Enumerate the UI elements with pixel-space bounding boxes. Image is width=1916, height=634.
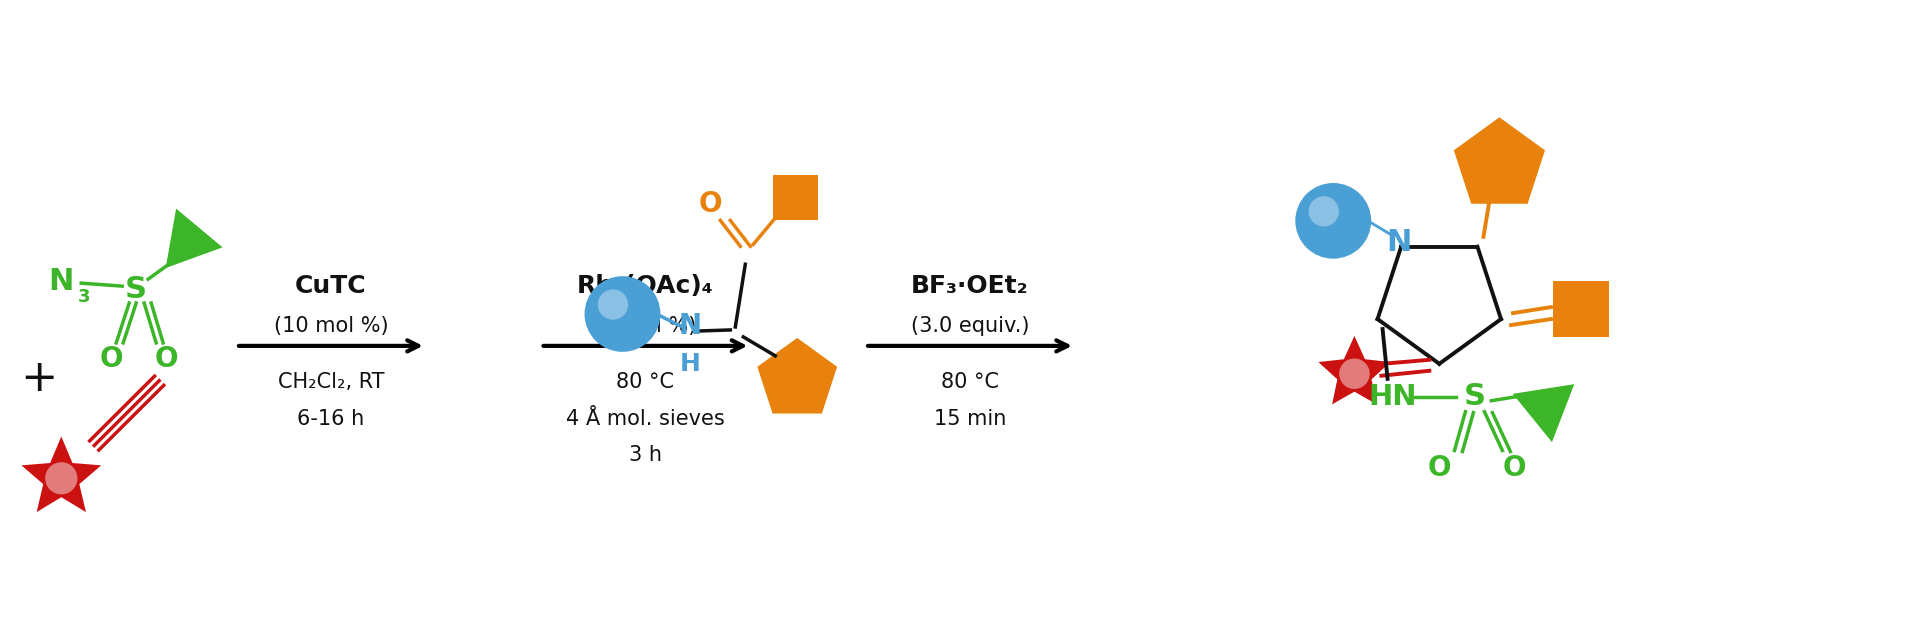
Text: (3.0 equiv.): (3.0 equiv.)	[910, 316, 1029, 336]
Text: O: O	[1502, 455, 1527, 482]
Text: 80 °C: 80 °C	[941, 372, 998, 392]
Text: Rh₂(OAc)₄: Rh₂(OAc)₄	[577, 274, 715, 298]
Text: +: +	[21, 357, 57, 400]
Text: O: O	[699, 190, 722, 219]
Circle shape	[584, 276, 661, 352]
Text: (1 mol %): (1 mol %)	[594, 316, 696, 336]
Text: O: O	[1427, 455, 1450, 482]
Polygon shape	[21, 436, 102, 512]
Polygon shape	[165, 209, 222, 268]
Text: 15 min: 15 min	[933, 408, 1006, 429]
Text: HN: HN	[1368, 383, 1416, 411]
Text: 3 h: 3 h	[628, 446, 661, 465]
Circle shape	[1309, 197, 1339, 226]
Polygon shape	[1514, 384, 1575, 442]
Text: 80 °C: 80 °C	[617, 372, 674, 392]
Polygon shape	[772, 175, 818, 220]
Circle shape	[598, 290, 628, 320]
Text: O: O	[100, 345, 123, 373]
Text: 3: 3	[79, 288, 90, 306]
Polygon shape	[757, 338, 837, 413]
Text: N: N	[1387, 228, 1412, 257]
Text: 4 Å mol. sieves: 4 Å mol. sieves	[565, 408, 724, 429]
Text: N: N	[48, 267, 75, 295]
Circle shape	[46, 462, 77, 495]
Polygon shape	[1454, 117, 1544, 204]
Text: S: S	[1464, 382, 1485, 411]
Polygon shape	[1552, 281, 1609, 337]
Text: H: H	[680, 352, 701, 376]
Text: (10 mol %): (10 mol %)	[274, 316, 389, 336]
Circle shape	[1295, 183, 1372, 259]
Text: BF₃·OEt₂: BF₃·OEt₂	[912, 274, 1029, 298]
Polygon shape	[1318, 336, 1391, 404]
Text: N: N	[678, 312, 701, 340]
Text: O: O	[155, 345, 178, 373]
Text: CH₂Cl₂, RT: CH₂Cl₂, RT	[278, 372, 385, 392]
Text: CuTC: CuTC	[295, 274, 366, 298]
Text: 6-16 h: 6-16 h	[297, 408, 364, 429]
Text: S: S	[125, 275, 148, 304]
Circle shape	[1339, 358, 1370, 389]
